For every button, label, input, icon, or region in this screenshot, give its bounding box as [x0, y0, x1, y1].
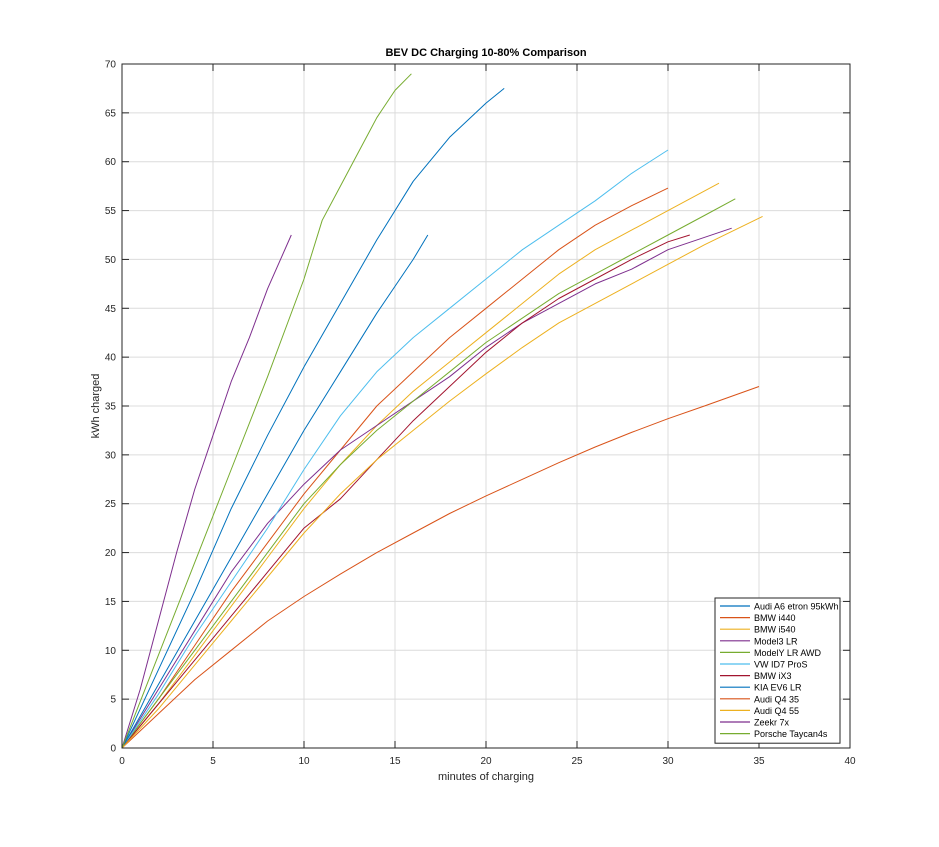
- x-tick-label: 40: [844, 756, 856, 767]
- legend-label: BMW i440: [754, 613, 796, 623]
- series-line-kia-ev6-lr: [121, 234, 429, 749]
- y-tick-label: 15: [105, 597, 117, 608]
- legend-label: ModelY LR AWD: [754, 648, 822, 658]
- chart-title: BEV DC Charging 10-80% Comparison: [385, 47, 586, 59]
- x-tick-label: 20: [480, 756, 492, 767]
- legend-label: BMW i540: [754, 625, 796, 635]
- ticks: 0 5 10 15 20 25 30 35 40 0 5 10 15 20 25 30 35 40 45 50 55 60…: [105, 60, 856, 768]
- legend-label: Porsche Taycan4s: [754, 729, 828, 739]
- x-tick-label: 5: [210, 756, 216, 767]
- legend-label: Audi Q4 35: [754, 694, 799, 704]
- y-tick-label: 25: [105, 499, 117, 510]
- y-axis-label: kWh charged: [90, 374, 102, 439]
- legend-label: Audi Q4 55: [754, 706, 799, 716]
- y-tick-label: 5: [110, 695, 116, 706]
- series-line-porsche-taycan4s: [121, 73, 412, 749]
- y-tick-label: 20: [105, 548, 117, 559]
- legend-label: Zeekr 7x: [754, 718, 790, 728]
- x-axis-label: minutes of charging: [438, 771, 534, 783]
- y-tick-label: 55: [105, 206, 117, 217]
- y-tick-label: 10: [105, 646, 117, 657]
- x-tick-label: 15: [389, 756, 401, 767]
- y-tick-label: 0: [110, 744, 116, 755]
- series-line-bmw-i540: [121, 182, 720, 749]
- series-lines: [121, 73, 763, 749]
- y-tick-label: 65: [105, 108, 117, 119]
- legend-label: BMW iX3: [754, 671, 792, 681]
- x-tick-label: 10: [298, 756, 310, 767]
- y-tick-label: 35: [105, 402, 117, 413]
- series-line-audi-a6-etron-95kwh: [121, 88, 505, 749]
- x-tick-label: 25: [571, 756, 583, 767]
- legend-box: [714, 597, 841, 744]
- x-tick-label: 0: [119, 756, 125, 767]
- y-tick-label: 30: [105, 450, 117, 461]
- series-line-bmw-ix3: [121, 234, 690, 749]
- legend-label: VW ID7 ProS: [754, 660, 808, 670]
- legend-label: KIA EV6 LR: [754, 683, 802, 693]
- x-tick-label: 30: [662, 756, 674, 767]
- series-line-audi-q4-35: [121, 386, 760, 749]
- legend-label: Audi A6 etron 95kWh: [754, 602, 839, 612]
- y-tick-label: 50: [105, 255, 117, 266]
- legend-label: Model3 LR: [754, 636, 798, 646]
- series-line-zeekr-7x: [121, 234, 292, 749]
- y-tick-label: 70: [105, 60, 117, 71]
- series-line-modely-lr-awd: [121, 198, 736, 749]
- grid: [121, 63, 851, 749]
- y-tick-label: 40: [105, 353, 117, 364]
- series-line-bmw-i440: [121, 187, 669, 749]
- series-line-vw-id7-pros: [121, 149, 669, 749]
- y-tick-label: 60: [105, 157, 117, 168]
- y-tick-label: 45: [105, 304, 117, 315]
- x-tick-label: 35: [753, 756, 765, 767]
- series-line-audi-q4-55: [121, 215, 763, 749]
